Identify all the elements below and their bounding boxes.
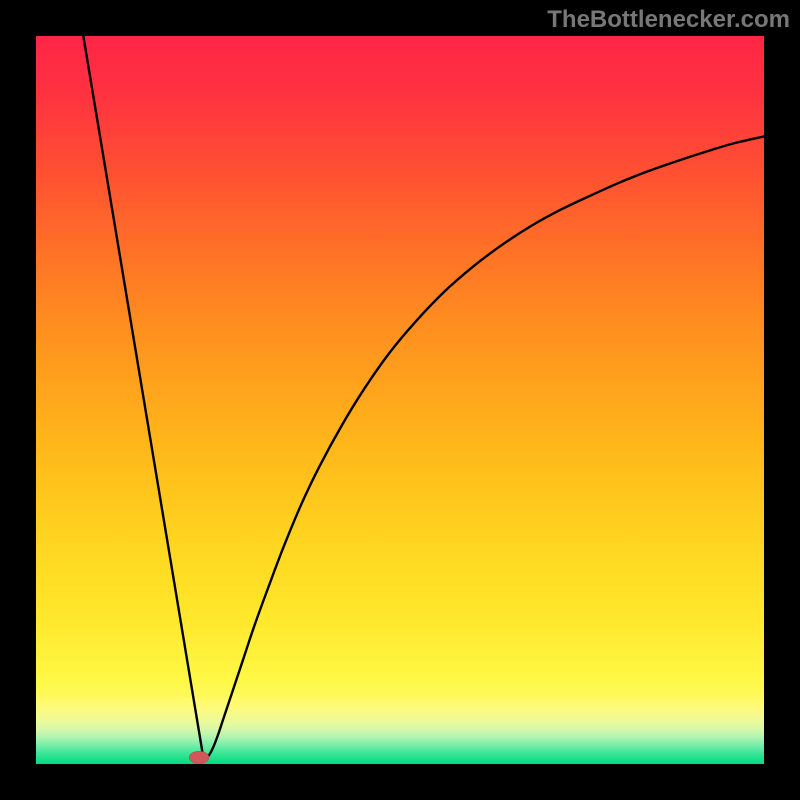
minimum-marker [189, 751, 209, 763]
chart-frame: TheBottlenecker.com [0, 0, 800, 800]
chart-svg [0, 0, 800, 800]
plot-background [36, 36, 764, 764]
